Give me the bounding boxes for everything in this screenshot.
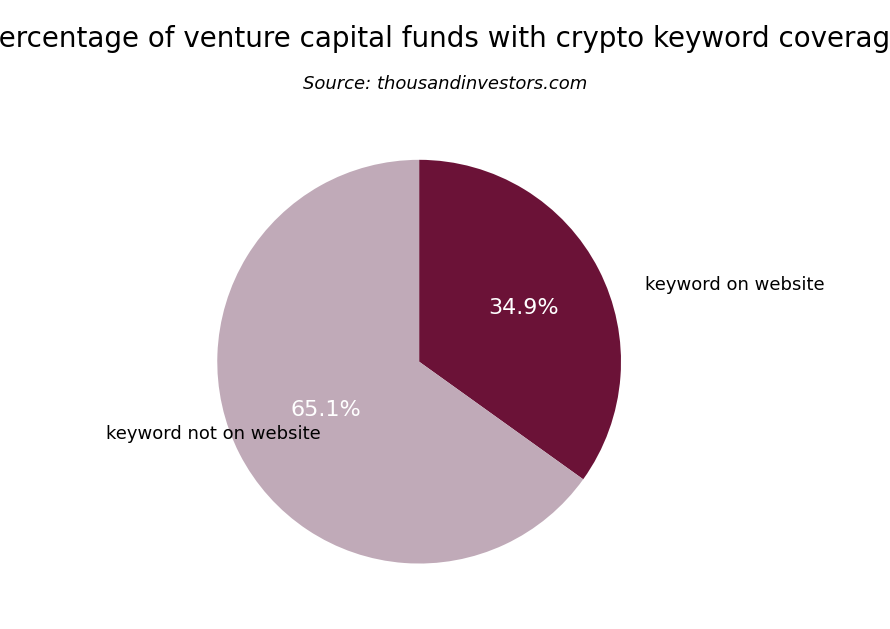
Wedge shape	[217, 160, 583, 564]
Text: 34.9%: 34.9%	[488, 298, 559, 318]
Text: Percentage of venture capital funds with crypto keyword coverage: Percentage of venture capital funds with…	[0, 25, 890, 53]
Wedge shape	[419, 160, 621, 479]
Text: keyword on website: keyword on website	[645, 276, 825, 294]
Text: Source: thousandinvestors.com: Source: thousandinvestors.com	[303, 75, 587, 94]
Text: keyword not on website: keyword not on website	[106, 425, 321, 443]
Text: 65.1%: 65.1%	[290, 399, 361, 420]
